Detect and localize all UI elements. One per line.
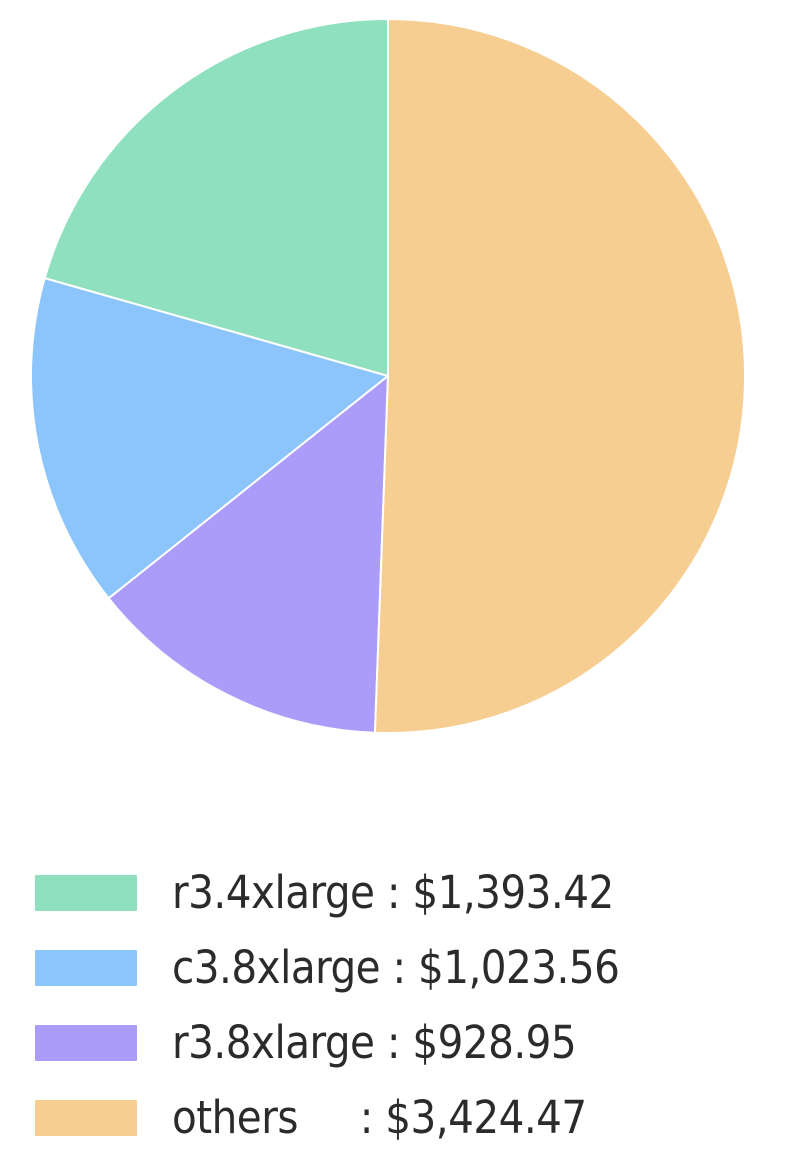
legend-label-r3-4xlarge: r3.4xlarge : $1,393.42	[172, 866, 614, 919]
legend-label-r3-8xlarge: r3.8xlarge : $928.95	[172, 1016, 577, 1069]
legend-item-r3-4xlarge: r3.4xlarge : $1,393.42	[0, 862, 786, 924]
legend-item-others: others : $3,424.47	[0, 1087, 786, 1149]
legend-swatch-others	[35, 1100, 137, 1136]
chart-legend: r3.4xlarge : $1,393.42 c3.8xlarge : $1,0…	[0, 862, 786, 1170]
legend-item-r3-8xlarge: r3.8xlarge : $928.95	[0, 1012, 786, 1074]
pie-svg	[30, 17, 747, 734]
pie-slice-r3-4xlarge[interactable]	[43, 17, 389, 378]
pie-slice-c3-8xlarge[interactable]	[30, 276, 391, 600]
legend-label-others: others : $3,424.47	[172, 1091, 587, 1144]
pie-slices	[30, 17, 747, 734]
pie-slice-r3-8xlarge[interactable]	[107, 373, 390, 734]
pie-plot-area	[30, 17, 747, 734]
legend-swatch-r3-4xlarge	[35, 875, 137, 911]
legend-item-c3-8xlarge: c3.8xlarge : $1,023.56	[0, 937, 786, 999]
legend-swatch-c3-8xlarge	[35, 950, 137, 986]
legend-label-c3-8xlarge: c3.8xlarge : $1,023.56	[172, 941, 620, 994]
pie-slice-others[interactable]	[373, 17, 747, 734]
legend-swatch-r3-8xlarge	[35, 1025, 137, 1061]
